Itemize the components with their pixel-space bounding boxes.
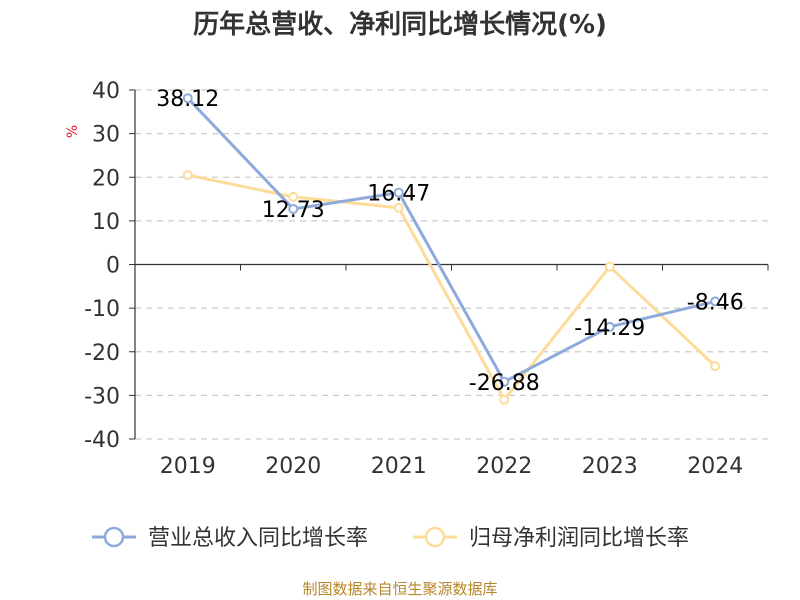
y-tick-label: -30 xyxy=(84,384,120,409)
data-label: 12.73 xyxy=(262,198,325,223)
series-line xyxy=(187,173,717,402)
data-point xyxy=(182,170,193,181)
data-label: -26.88 xyxy=(469,371,540,396)
data-label: -14.29 xyxy=(574,316,645,341)
x-tick-label: 2022 xyxy=(476,454,532,479)
data-point xyxy=(393,202,404,213)
y-tick-label: -40 xyxy=(84,428,120,453)
legend-swatch-marker xyxy=(424,526,446,548)
x-tick-label: 2020 xyxy=(265,454,321,479)
y-tick-label: 40 xyxy=(92,79,120,104)
series-lines xyxy=(182,93,721,405)
y-tick-label: -20 xyxy=(84,341,120,366)
data-label: -8.46 xyxy=(687,290,744,315)
data-point xyxy=(710,361,721,372)
data-point xyxy=(604,321,615,332)
data-point xyxy=(710,296,721,307)
legend-label: 归母净利润同比增长率 xyxy=(469,526,689,551)
legend-swatch-marker xyxy=(103,526,125,548)
data-point xyxy=(393,187,404,198)
y-tick-label: -10 xyxy=(84,297,120,322)
y-axis-label: % xyxy=(65,125,81,138)
x-tick-label: 2019 xyxy=(160,454,216,479)
legend-label: 营业总收入同比增长率 xyxy=(148,526,368,551)
data-point xyxy=(288,191,299,202)
data-label: 16.47 xyxy=(367,182,430,207)
legend[interactable]: 营业总收入同比增长率 归母净利润同比增长率 xyxy=(92,526,689,551)
chart-title: 历年总营收、净利同比增长情况(%) xyxy=(193,10,607,40)
axes: 40 30 20 10 0 -10 -20 -30 -40 2019 2020 2021 2022 202… xyxy=(65,79,769,479)
data-label: 38.12 xyxy=(156,87,219,112)
data-point xyxy=(499,394,510,405)
y-tick-label: 30 xyxy=(92,123,120,148)
data-point xyxy=(499,376,510,387)
source-note: 制图数据来自恒生聚源数据库 xyxy=(302,580,498,598)
x-tick-label: 2021 xyxy=(371,454,427,479)
y-tick-label: 10 xyxy=(92,210,120,235)
y-tick-label: 0 xyxy=(106,254,120,279)
data-labels: 38.12 12.73 16.47 -26.88 -14.29 -8.46 xyxy=(156,87,743,396)
data-point xyxy=(604,261,615,272)
x-tick-label: 2024 xyxy=(687,454,743,479)
x-tick-label: 2023 xyxy=(582,454,638,479)
y-tick-label: 20 xyxy=(92,166,120,191)
data-point xyxy=(182,93,193,104)
data-point xyxy=(288,203,299,214)
series-line xyxy=(186,97,716,384)
